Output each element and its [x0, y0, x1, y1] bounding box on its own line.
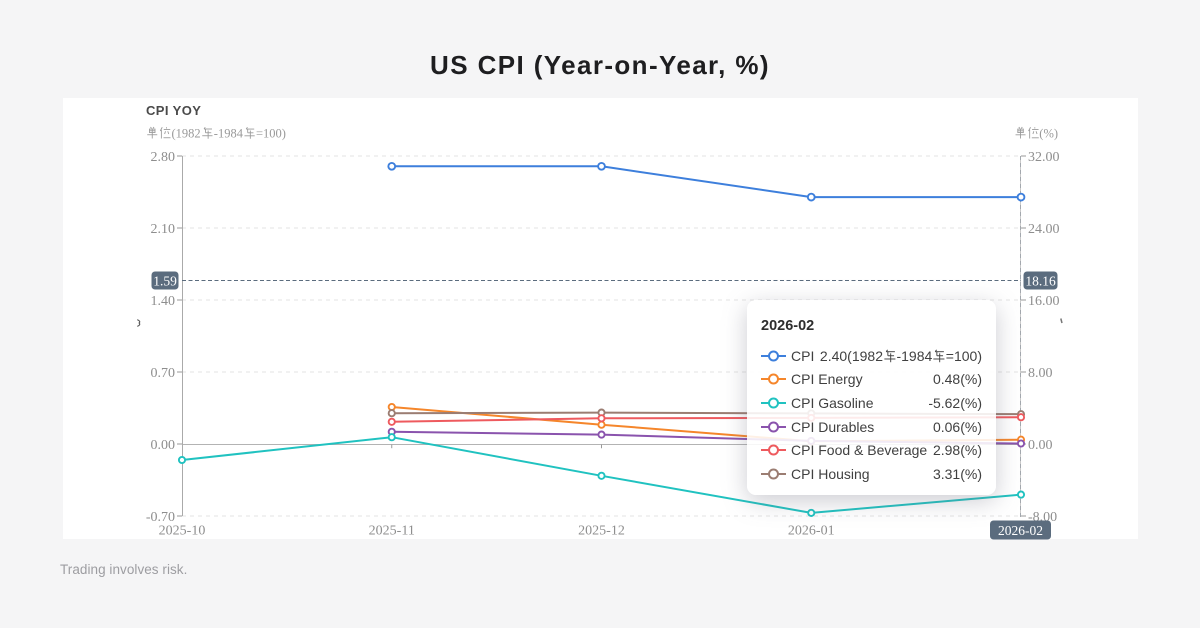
svg-text:1.59: 1.59 [153, 273, 177, 288]
svg-text:2.10: 2.10 [151, 222, 176, 237]
svg-text:2026-02: 2026-02 [998, 523, 1043, 538]
svg-text:8.00: 8.00 [1028, 366, 1053, 381]
svg-text:0.00: 0.00 [1028, 438, 1053, 453]
svg-text:0.70: 0.70 [151, 366, 176, 381]
svg-text:(1982: (1982 [172, 127, 201, 141]
svg-text:2026-01: 2026-01 [788, 524, 835, 539]
svg-text:2025-11: 2025-11 [369, 524, 415, 539]
svg-text:16.00: 16.00 [1028, 294, 1060, 309]
svg-text:2.80: 2.80 [151, 150, 176, 165]
svg-text:18.16: 18.16 [1025, 273, 1056, 288]
svg-text:32.00: 32.00 [1028, 150, 1060, 165]
svg-text:2025-12: 2025-12 [578, 524, 625, 539]
svg-text:=100): =100) [256, 127, 286, 141]
svg-text:-0.70: -0.70 [146, 510, 175, 525]
svg-text:(%): (%) [1039, 127, 1058, 141]
svg-text:24.00: 24.00 [1028, 222, 1060, 237]
svg-text:2025-10: 2025-10 [159, 524, 206, 539]
svg-text:-1984: -1984 [214, 127, 244, 141]
svg-text:CPI YOY: CPI YOY [146, 103, 201, 118]
svg-text:0.00: 0.00 [151, 438, 176, 453]
svg-text:1.40: 1.40 [151, 294, 176, 309]
